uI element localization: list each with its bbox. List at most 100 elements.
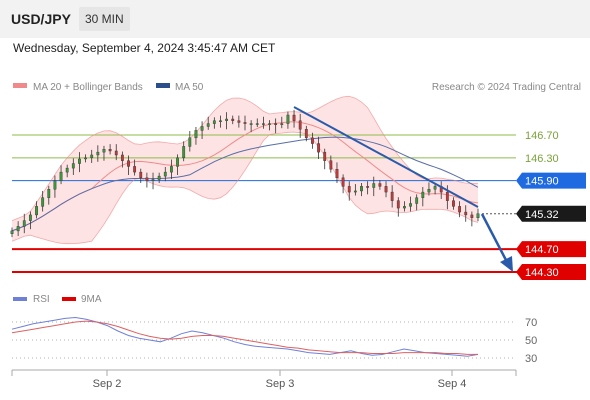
candle-body bbox=[464, 211, 468, 216]
datetime-label: Wednesday, September 4, 2024 3:45:47 AM … bbox=[13, 41, 276, 55]
level-labels: 146.70 146.30 145.90 145.32 144.70 144.30 bbox=[516, 130, 586, 280]
bollinger-lower bbox=[11, 131, 479, 245]
forecast-arrowhead bbox=[500, 256, 513, 272]
candle-body bbox=[366, 186, 370, 188]
level-tag-145.32 bbox=[516, 205, 586, 222]
candle-body bbox=[28, 214, 32, 221]
ma50-line bbox=[11, 136, 479, 232]
rsi-legend-label: RSI bbox=[33, 294, 50, 305]
candle-body bbox=[427, 189, 431, 193]
candle-body bbox=[249, 123, 253, 125]
candle-body bbox=[114, 150, 118, 156]
candle-body bbox=[84, 157, 87, 160]
level-tag-144.30 bbox=[516, 264, 586, 280]
rsi-ma-line bbox=[11, 320, 478, 355]
candle-body bbox=[163, 171, 167, 177]
ma50-legend-swatch bbox=[156, 83, 170, 88]
candle-body bbox=[353, 190, 357, 193]
candle-body bbox=[206, 123, 210, 127]
candle-body bbox=[298, 120, 302, 130]
candle-body bbox=[16, 226, 20, 232]
candle-body bbox=[212, 120, 216, 124]
candle-body bbox=[139, 171, 143, 179]
candle-body bbox=[360, 186, 363, 192]
candle-body bbox=[47, 189, 51, 198]
candle-body bbox=[102, 149, 106, 153]
candle-body bbox=[78, 158, 81, 164]
candle-body bbox=[35, 206, 38, 216]
chart-header: USD/JPY 30 MIN bbox=[0, 0, 590, 38]
candle-body bbox=[421, 191, 425, 198]
rsi-legend-swatch bbox=[13, 297, 27, 301]
candle-body bbox=[219, 120, 222, 122]
candle-body bbox=[292, 114, 296, 121]
candle-body bbox=[403, 206, 406, 209]
x-tick-label: Sep 2 bbox=[93, 378, 122, 390]
bollinger-upper bbox=[11, 95, 478, 221]
candle-body bbox=[317, 143, 320, 153]
symbol-label: USD/JPY bbox=[11, 11, 71, 27]
level-tag-144.70 bbox=[516, 241, 586, 258]
candle-body bbox=[304, 129, 308, 139]
rsi-panel: 70 50 30 bbox=[11, 316, 537, 365]
candle-body bbox=[182, 146, 186, 159]
candle-body bbox=[127, 160, 130, 167]
candle-body bbox=[452, 200, 455, 207]
candle-body bbox=[433, 186, 437, 190]
candle-body bbox=[255, 123, 259, 125]
candle-body bbox=[458, 206, 462, 213]
candle-body bbox=[243, 122, 247, 124]
candle-body bbox=[133, 166, 137, 173]
bollinger-legend-label: MA 20 + Bollinger Bands bbox=[33, 82, 143, 93]
candle-body bbox=[384, 186, 388, 193]
level-label-146.70: 146.70 bbox=[525, 130, 559, 142]
level-label-144.30: 144.30 bbox=[525, 267, 559, 279]
candle-body bbox=[65, 167, 69, 173]
timeframe-button[interactable]: 30 MIN bbox=[79, 7, 130, 31]
candle-body bbox=[108, 149, 112, 152]
candle-body bbox=[341, 177, 345, 187]
trendline bbox=[293, 106, 513, 272]
candle-body bbox=[286, 114, 290, 124]
candle-body bbox=[261, 123, 265, 125]
moving-averages bbox=[11, 95, 479, 245]
level-label-145.90: 145.90 bbox=[525, 176, 559, 188]
candle-body bbox=[170, 166, 173, 173]
level-label-144.70: 144.70 bbox=[525, 244, 559, 256]
level-label-146.30: 146.30 bbox=[525, 153, 559, 165]
candle-body bbox=[372, 183, 376, 188]
candle-body bbox=[280, 123, 284, 125]
candle-body bbox=[151, 179, 155, 181]
candle-body bbox=[231, 118, 235, 121]
candle-body bbox=[415, 197, 419, 204]
candle-body bbox=[200, 126, 204, 131]
candle-body bbox=[145, 177, 149, 181]
candle-body bbox=[335, 169, 339, 179]
rsi-level-label-50: 50 bbox=[525, 335, 537, 347]
candle-body bbox=[323, 151, 327, 161]
candle-body bbox=[329, 160, 333, 170]
candle-body bbox=[476, 213, 480, 218]
candle-body bbox=[409, 203, 412, 207]
ma50-legend-label: MA 50 bbox=[175, 82, 204, 93]
candle-body bbox=[194, 130, 198, 139]
candle-body bbox=[274, 123, 278, 125]
level-tag-145.90 bbox=[516, 172, 586, 189]
rsi-line bbox=[11, 316, 479, 357]
x-tick-label: Sep 4 bbox=[438, 378, 467, 390]
bollinger-legend-swatch bbox=[13, 83, 27, 88]
rsi-ma-legend-label: 9MA bbox=[81, 294, 102, 305]
candle-body bbox=[120, 154, 124, 161]
trendline bbox=[293, 106, 479, 208]
rsi-level-label-70: 70 bbox=[525, 317, 537, 329]
candle-body bbox=[396, 200, 400, 209]
candles bbox=[10, 109, 480, 238]
candle-body bbox=[71, 163, 75, 169]
candle-body bbox=[378, 183, 382, 187]
candle-body bbox=[188, 137, 192, 147]
candle-body bbox=[470, 214, 474, 218]
rsi-level-label-30: 30 bbox=[525, 353, 537, 365]
candle-body bbox=[10, 230, 14, 234]
candle-body bbox=[41, 197, 45, 207]
